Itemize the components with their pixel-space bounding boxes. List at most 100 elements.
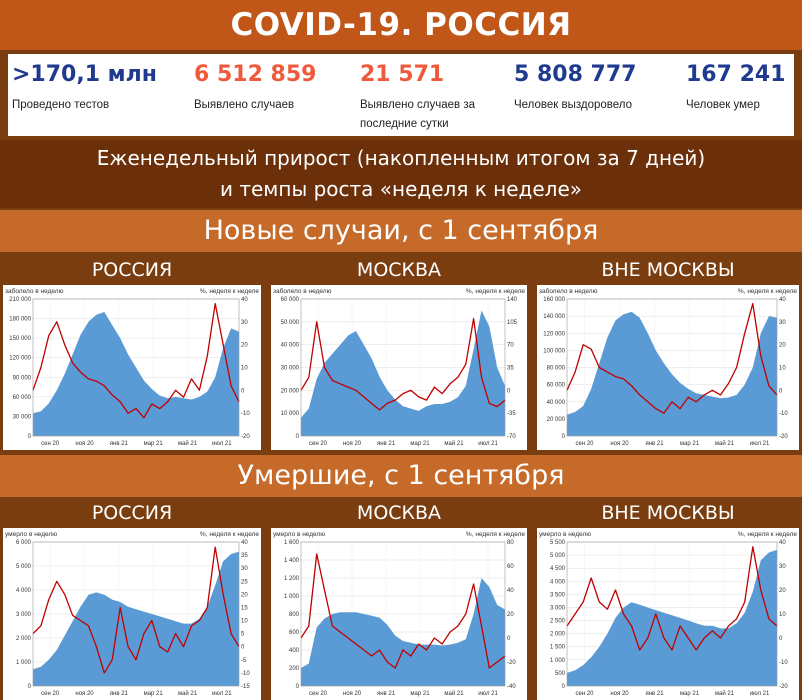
x-tick: янв 21	[110, 691, 129, 697]
y-right-tick: -15	[241, 684, 250, 690]
y-left-tick: 3 500	[550, 592, 566, 598]
y-left-tick: 500	[555, 671, 566, 677]
x-tick: сен 20	[309, 441, 328, 447]
y-left-tick: 0	[562, 434, 566, 440]
right-axis-label: %, неделя к неделе	[466, 531, 525, 538]
line-series	[300, 317, 506, 411]
y-right-tick: 40	[779, 540, 786, 546]
y-left-tick: 60 000	[547, 383, 566, 389]
y-left-tick: 5 000	[16, 564, 32, 570]
y-left-tick: 0	[296, 434, 300, 440]
y-left-tick: 1 500	[550, 645, 566, 651]
x-tick: ноя 20	[343, 441, 362, 447]
area-series	[301, 310, 505, 436]
y-left-tick: 60 000	[281, 297, 300, 303]
subtitle: Еженедельный прирост (накопленным итогом…	[0, 140, 802, 208]
y-left-tick: 40 000	[547, 400, 566, 406]
y-right-tick: -20	[241, 434, 250, 440]
y-left-tick: 4 500	[550, 566, 566, 572]
area-series	[301, 578, 505, 686]
y-right-tick: 20	[241, 343, 248, 349]
y-left-tick: 30 000	[281, 366, 300, 372]
x-tick: май 21	[444, 440, 464, 447]
chart-panel-title: ВНЕ МОСКВЫ	[536, 498, 800, 528]
y-left-tick: 2 500	[550, 619, 566, 625]
y-right-tick: 30	[779, 564, 786, 570]
x-tick: ноя 20	[75, 691, 94, 697]
y-right-tick: 0	[241, 645, 245, 651]
y-left-tick: 3 000	[16, 612, 32, 618]
y-left-tick: 1 000	[284, 594, 300, 600]
y-left-tick: 1 400	[284, 558, 300, 564]
y-right-tick: 35	[241, 553, 248, 559]
area-series	[567, 311, 777, 436]
x-tick: мар 21	[410, 441, 430, 447]
stat-value: 21 571	[360, 62, 445, 87]
y-right-tick: 80	[507, 540, 514, 546]
x-tick: янв 21	[377, 691, 396, 697]
y-left-tick: 200	[289, 666, 300, 672]
y-right-tick: 30	[779, 320, 786, 326]
line-series	[300, 553, 506, 669]
y-left-tick: 20 000	[281, 388, 300, 394]
x-tick: янв 21	[110, 441, 129, 447]
y-right-tick: 105	[507, 320, 518, 326]
stat-value: >170,1 млн	[12, 62, 157, 87]
y-right-tick: 20	[507, 612, 514, 618]
x-tick: ноя 20	[75, 441, 94, 447]
y-right-tick: 60	[507, 564, 514, 570]
y-left-tick: 180 000	[9, 317, 31, 323]
x-tick: июл 21	[212, 691, 232, 697]
y-left-tick: 0	[562, 684, 566, 690]
y-right-tick: 10	[241, 619, 248, 625]
y-left-tick: 90 000	[13, 375, 32, 381]
chart-svg: заболело в неделю %, неделя к неделе 0 10 0…	[273, 287, 525, 447]
y-right-tick: 10	[241, 366, 248, 372]
y-left-tick: 4 000	[16, 588, 32, 594]
chart-svg: заболело в неделю %, неделя к неделе 0 20 0…	[539, 287, 797, 447]
plot-frame	[300, 541, 506, 687]
x-tick: июл 21	[750, 691, 770, 697]
y-right-tick: 30	[241, 566, 248, 572]
x-tick: ноя 20	[610, 441, 629, 447]
line-series	[566, 302, 778, 414]
y-left-tick: 0	[28, 434, 32, 440]
x-tick: сен 20	[41, 691, 60, 697]
line-series	[32, 546, 240, 674]
x-tick: ноя 20	[610, 691, 629, 697]
chart-svg: умерло в неделю%, неделя к неделе0200400…	[273, 531, 525, 697]
y-left-tick: 1 000	[550, 658, 566, 664]
stats-bar: >170,1 млн Проведено тестов 6 512 859 Вы…	[8, 54, 794, 136]
y-right-tick: 0	[779, 636, 783, 642]
y-right-tick: 10	[779, 612, 786, 618]
left-axis-label: заболело в неделю	[539, 287, 598, 295]
x-tick: мар 21	[680, 441, 700, 447]
y-left-tick: 800	[289, 612, 300, 618]
y-right-tick: 20	[779, 588, 786, 594]
chart-svg: умерло в неделю %, неделя к неделе 0 500 1 0…	[539, 531, 797, 697]
y-left-tick: 6 000	[16, 540, 32, 546]
y-left-tick: 3 000	[550, 605, 566, 611]
x-tick: мар 21	[144, 691, 164, 697]
x-tick: июл 21	[750, 441, 770, 447]
stat-label: Выявлено случаев	[194, 99, 295, 111]
chart-panel-title: ВНЕ МОСКВЫ	[536, 255, 800, 285]
y-right-tick: 0	[779, 388, 783, 394]
y-left-tick: 1 000	[16, 660, 32, 666]
subtitle-line: и темпы роста «неделя к неделе»	[219, 177, 582, 201]
y-right-tick: 20	[779, 343, 786, 349]
y-left-tick: 140 000	[543, 314, 565, 320]
y-right-tick: 25	[241, 579, 248, 585]
y-left-tick: 100 000	[543, 348, 565, 354]
y-right-tick: 40	[507, 588, 514, 594]
section-title-cases: Новые случаи, с 1 сентября	[0, 210, 802, 252]
y-left-tick: 5 000	[550, 553, 566, 559]
y-left-tick: 5 500	[550, 540, 566, 546]
y-right-tick: 140	[507, 297, 518, 303]
chart-svg: заболело в неделю %, неделя к неделе 0 30 0…	[5, 287, 259, 447]
x-tick: ноя 20	[343, 691, 362, 697]
y-right-tick: -40	[507, 684, 516, 690]
right-axis-label: %, неделя к неделе	[200, 288, 259, 295]
chart-panel-title: МОСКВА	[270, 255, 528, 285]
x-tick: июл 21	[478, 441, 498, 447]
